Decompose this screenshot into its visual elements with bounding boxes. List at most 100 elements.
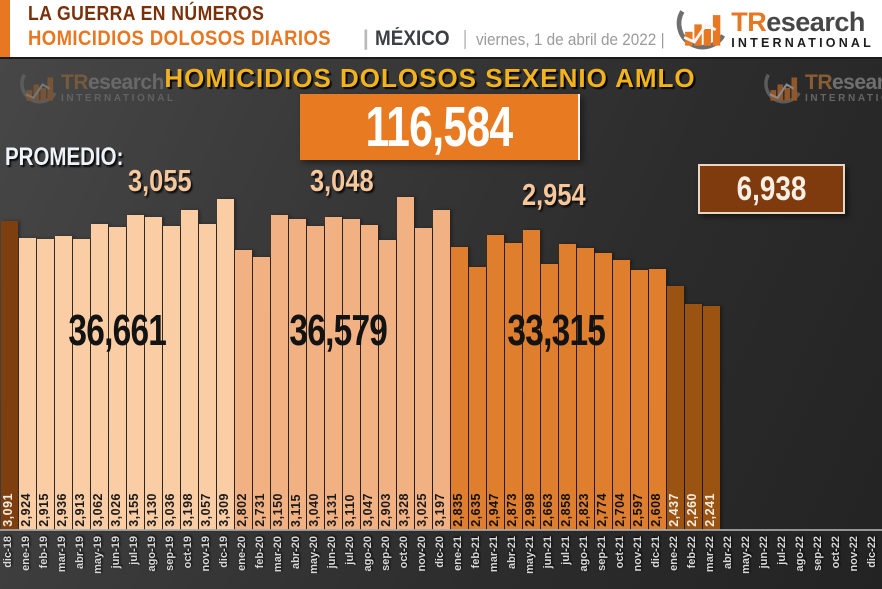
x-axis-label: abr-22 — [722, 536, 734, 570]
x-axis-label: feb-19 — [38, 536, 50, 569]
x-axis-label: ago-20 — [362, 536, 374, 572]
bar-value-label: 2,947 — [487, 493, 501, 527]
watermark-logo-left: TResearch INTERNATIONAL — [16, 69, 176, 107]
year-total-1: 36,661 — [68, 306, 166, 355]
bar-oct-21: 2,704 — [612, 259, 630, 530]
bar-may-20: 3,040 — [306, 226, 324, 530]
bar-value-label: 3,150 — [271, 493, 285, 527]
x-axis-label: dic-18 — [2, 536, 14, 568]
tresearch-chart-icon — [20, 73, 57, 104]
bar-value-label: 2,835 — [451, 493, 465, 527]
promedio-label: PROMEDIO: — [5, 143, 124, 171]
x-axis-label: oct-22 — [830, 536, 842, 569]
x-axis-label: dic-22 — [866, 536, 878, 568]
x-axis-label: sep-22 — [812, 536, 824, 571]
x-axis-label: jun-19 — [110, 536, 122, 569]
x-axis-label: abr-19 — [74, 536, 86, 570]
bar-value-label: 2,873 — [505, 493, 519, 527]
bar-may-19: 3,062 — [90, 223, 108, 530]
bar-value-label: 3,040 — [307, 493, 321, 527]
x-axis-label: sep-19 — [164, 536, 176, 571]
header-title-line1: LA GUERRA EN NÚMEROS — [28, 3, 265, 25]
bar-value-label: 2,936 — [55, 493, 69, 527]
sexenio-total-box: 116,584 — [300, 94, 580, 160]
average-year1: 3,055 — [128, 163, 192, 198]
x-axis-label: sep-20 — [380, 536, 392, 571]
bar-feb-22: 2,260 — [684, 304, 702, 530]
bar-mar-20: 3,150 — [270, 215, 288, 530]
bar-value-label: 2,437 — [667, 493, 681, 527]
brand-logo: TResearch INTERNATIONAL — [671, 4, 874, 54]
watermark-name: TResearch — [61, 71, 164, 94]
bar-value-label: 3,328 — [397, 493, 411, 527]
sexenio-total-value: 116,584 — [365, 95, 514, 159]
header-title-line2: HOMICIDIOS DOLOSOS DIARIOS — [28, 27, 332, 50]
bar-ene-20: 2,802 — [234, 249, 252, 530]
chart-title: HOMICIDIOS DOLOSOS SEXENIO AMLO — [164, 63, 696, 93]
bar-nov-19: 3,057 — [198, 224, 216, 530]
average-year3: 2,954 — [522, 177, 586, 212]
tresearch-chart-icon — [676, 10, 726, 50]
x-axis-label: nov-21 — [632, 536, 644, 572]
watermark-logo-right: TResearch INTERNATIONAL — [760, 69, 882, 107]
header: LA GUERRA EN NÚMEROS HOMICIDIOS DOLOSOS … — [0, 0, 882, 57]
x-axis-label: mar-20 — [272, 536, 284, 573]
bar-jun-19: 3,026 — [108, 227, 126, 530]
x-axis-label: nov-20 — [416, 536, 428, 572]
x-axis-label: ago-22 — [794, 536, 806, 572]
bar-dic-19: 3,309 — [216, 199, 234, 530]
bar-feb-19: 2,915 — [36, 238, 54, 530]
watermark-subtitle: INTERNATIONAL — [61, 93, 176, 104]
bar-value-label: 2,704 — [613, 493, 627, 527]
bar-value-label: 2,260 — [685, 493, 699, 527]
bar-feb-21: 2,635 — [468, 266, 486, 530]
bar-value-label: 2,635 — [469, 493, 483, 527]
bar-sep-20: 2,903 — [378, 239, 396, 530]
bar-sep-21: 2,774 — [594, 252, 612, 530]
bar-oct-20: 3,328 — [396, 197, 414, 530]
bar-value-label: 3,197 — [433, 493, 447, 527]
bar-value-label: 3,091 — [1, 493, 15, 527]
x-axis-label: dic-20 — [434, 536, 446, 568]
bar-abr-21: 2,873 — [504, 242, 522, 530]
x-axis-label: jul-19 — [128, 536, 140, 565]
header-accent-bar — [0, 0, 10, 57]
bar-mar-22: 2,241 — [702, 305, 720, 530]
separator: | — [462, 28, 468, 50]
bar-jun-21: 2,663 — [540, 263, 558, 530]
x-axis-label: may-20 — [308, 536, 320, 574]
x-axis-label: ene-20 — [236, 536, 248, 571]
x-axis-label: jul-22 — [776, 536, 788, 565]
bar-value-label: 2,597 — [631, 493, 645, 527]
plot-area: 3,091 2,924 2,915 2,936 2,913 3,062 3,026 3,155… — [0, 59, 882, 589]
x-axis-label: ene-22 — [668, 536, 680, 571]
bar-value-label: 3,130 — [145, 493, 159, 527]
x-axis-label: nov-19 — [200, 536, 212, 572]
x-axis-label: mar-19 — [56, 536, 68, 573]
bar-value-label: 2,774 — [595, 493, 609, 527]
header-date: viernes, 1 de abril de 2022 | — [476, 30, 665, 49]
x-axis-label: abr-20 — [290, 536, 302, 570]
bar-value-label: 3,115 — [289, 493, 303, 527]
bar-value-label: 2,608 — [649, 493, 663, 527]
bar-value-label: 3,062 — [91, 493, 105, 527]
bar-jul-20: 3,110 — [342, 219, 360, 530]
x-axis-label: oct-20 — [398, 536, 410, 569]
bar-jun-20: 3,131 — [324, 216, 342, 530]
x-axis-label: oct-21 — [614, 536, 626, 569]
header-titles: LA GUERRA EN NÚMEROS HOMICIDIOS DOLOSOS … — [28, 3, 686, 51]
bar-value-label: 3,025 — [415, 493, 429, 527]
bar-value-label: 2,802 — [235, 493, 249, 527]
x-axis-label: sep-21 — [596, 536, 608, 571]
bar-value-label: 2,903 — [379, 493, 393, 527]
watermark-name: TResearch — [805, 71, 882, 94]
x-axis-label: abr-21 — [506, 536, 518, 570]
bar-ene-21: 2,835 — [450, 246, 468, 530]
x-axis-label: jun-20 — [326, 536, 338, 569]
bar-jul-19: 3,155 — [126, 214, 144, 530]
bar-dic-18: 3,091 — [0, 220, 18, 530]
bar-abr-20: 3,115 — [288, 218, 306, 530]
bar-value-label: 3,047 — [361, 493, 375, 527]
x-axis-label: ago-19 — [146, 536, 158, 572]
